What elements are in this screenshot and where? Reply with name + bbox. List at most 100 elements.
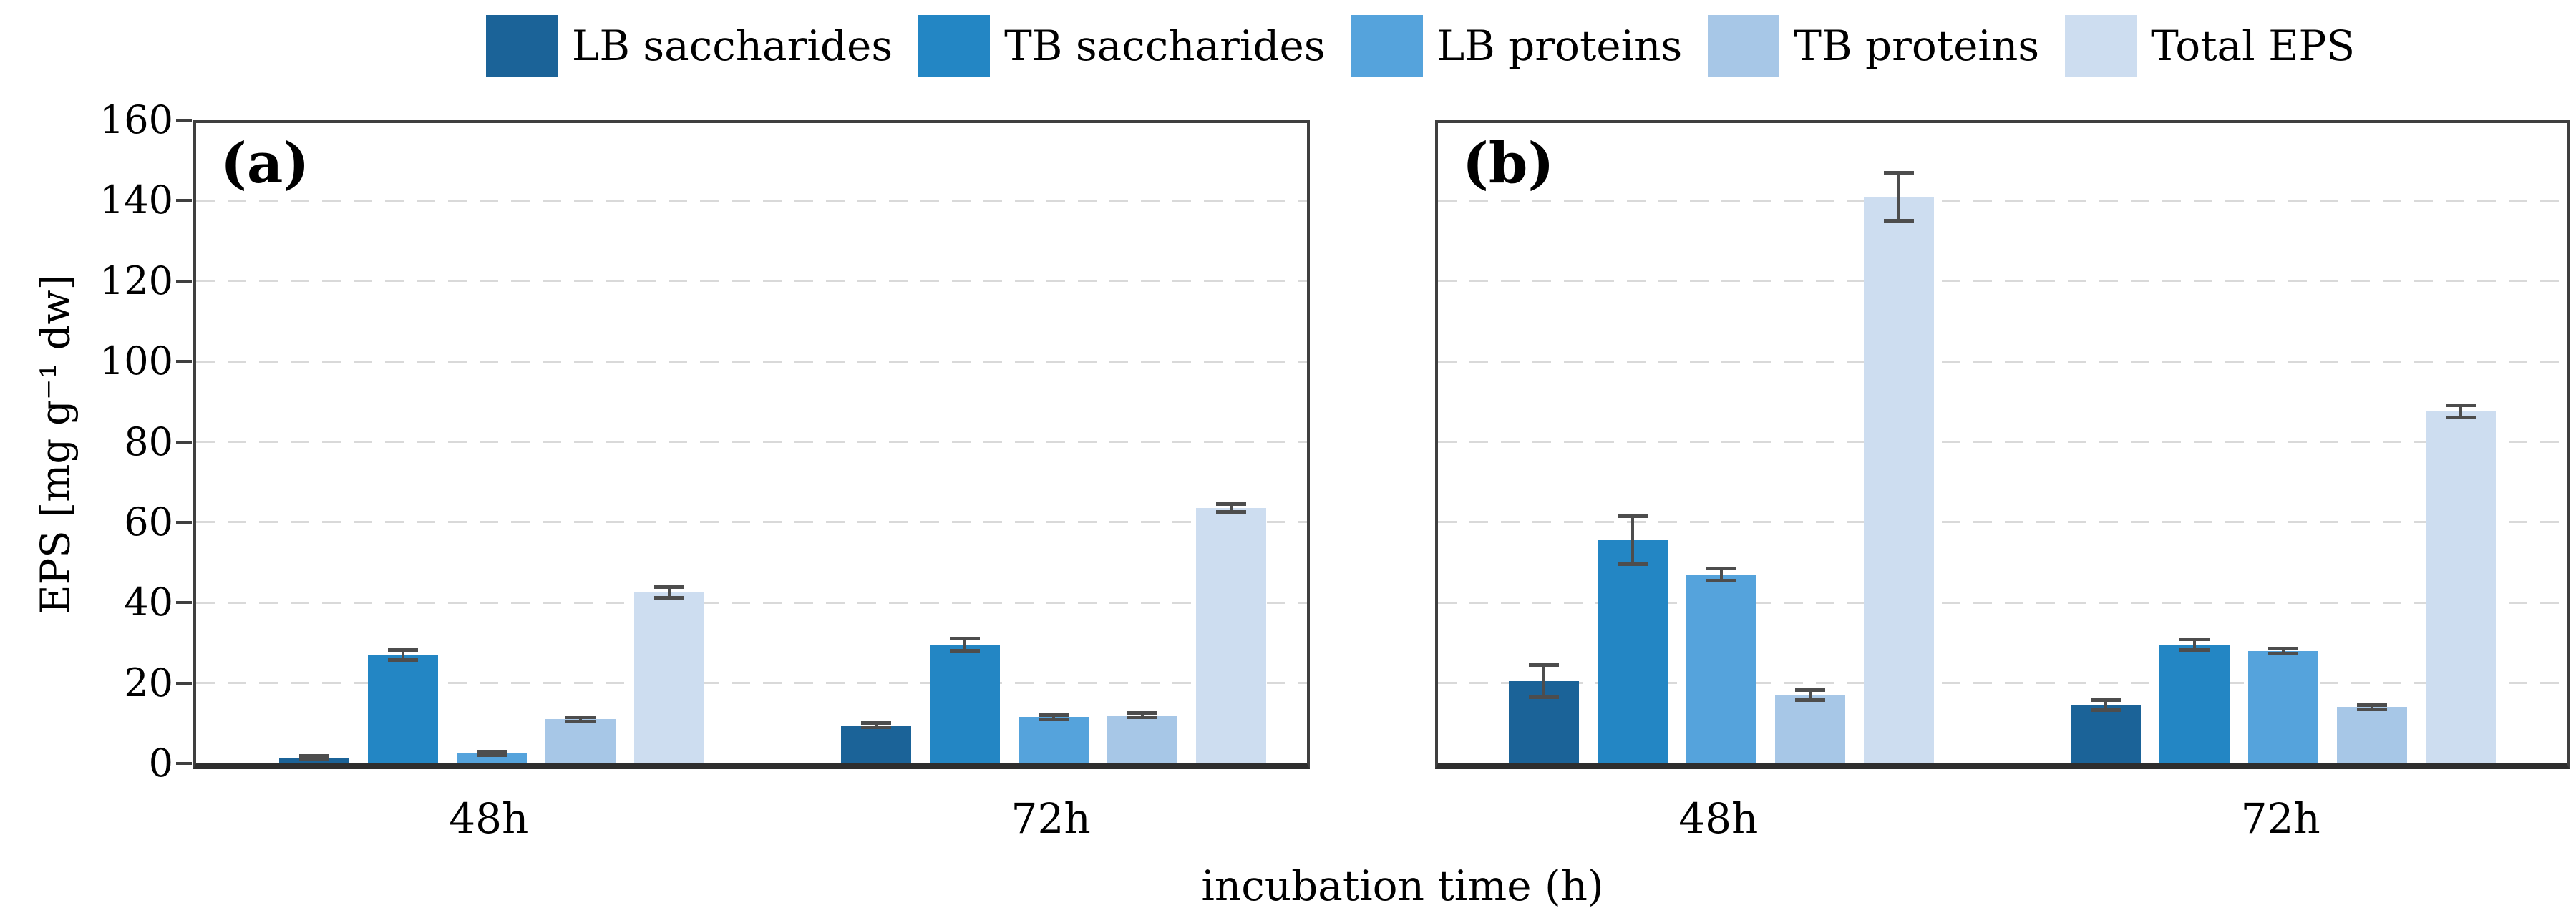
error-bar-cap [298,753,329,758]
x-tick-label-72h: 72h [1011,794,1091,843]
error-bar-cap [2357,703,2388,708]
bar-lb-saccharides-72h [2071,698,2142,763]
bar-tb-saccharides-72h [930,637,1001,763]
error-bar [1230,504,1233,512]
error-bar [578,717,582,722]
error-bar [2282,648,2285,654]
error-bar [2459,405,2463,418]
gridline [1438,601,2567,604]
error-bar-cap [653,585,684,590]
error-bar-cap [1127,711,1158,716]
y-tick-label-80: 80 [124,419,173,464]
legend-item: Total EPS [2065,15,2355,77]
legend-item-label: TB proteins [1794,21,2040,70]
legend-item: TB saccharides [918,15,1326,77]
error-bar [2371,705,2374,710]
gridline [196,682,1307,685]
panel-b-label: (b) [1462,131,1555,196]
panel-a-label: (a) [220,131,310,196]
error-bar-cap [1706,567,1736,570]
bar-group-72h [2071,404,2497,763]
legend-item: LB saccharides [485,15,893,77]
error-bar-cap [1794,688,1825,693]
legend-swatch-icon [1708,15,1780,77]
gridline [1438,360,2567,363]
y-tick-mark [176,762,192,765]
gridline [196,280,1307,283]
error-bar [1141,713,1144,718]
legend-swatch-icon [1351,15,1423,77]
error-bar-cap [2268,646,2299,650]
error-bar-cap [476,753,507,758]
error-bar-cap [1216,502,1247,507]
legend-item-label: TB saccharides [1004,21,1326,70]
bar-total-eps-48h [633,585,704,763]
y-tick-label-140: 140 [99,177,173,223]
gridline [196,199,1307,202]
error-bar [1052,715,1056,720]
error-bar-cap [2357,707,2388,711]
error-bar [1542,665,1545,698]
bar-tb-proteins-48h [1774,688,1845,763]
error-bar-cap [2179,638,2210,642]
gridline [1438,199,2567,202]
y-tick-mark [176,601,192,605]
y-tick-mark [176,199,192,202]
error-bar [963,638,967,651]
bar-lb-proteins-72h [1019,713,1089,763]
y-tick-label-20: 20 [124,660,173,705]
y-tick-mark [176,119,192,122]
legend-item: LB proteins [1351,15,1682,77]
error-bar-cap [2446,416,2477,420]
gridline [196,601,1307,604]
error-bar-cap [1794,698,1825,702]
gridline [196,360,1307,363]
error-bar [1808,690,1812,700]
error-bar-cap [1528,695,1559,699]
error-bar-cap [1528,663,1559,667]
bar-tb-saccharides-48h [367,648,438,763]
bar-tb-saccharides-48h [1597,514,1668,763]
bar-lb-proteins-48h [1686,567,1756,763]
error-bar [2193,639,2197,650]
error-bar-cap [298,757,329,761]
legend-swatch-icon [918,15,991,77]
chart-legend: LB saccharides TB saccharides LB proteins T… [265,11,2576,80]
bar-total-eps-72h [2426,404,2497,763]
x-axis-title: incubation time (h) [1201,861,1604,910]
error-bar [2104,700,2108,710]
error-bar [1897,172,1900,221]
error-bar-cap [1706,578,1736,582]
bar-tb-proteins-48h [545,715,616,763]
y-tick-label-40: 40 [124,580,173,625]
error-bar-cap [565,719,596,723]
x-tick-label-48h: 48h [449,794,529,843]
error-bar-cap [653,596,684,600]
bar-lb-proteins-48h [456,749,527,763]
error-bar-cap [2268,651,2299,655]
gridline [1438,441,2567,443]
x-tick-label-72h: 72h [2240,794,2320,843]
y-tick-mark [176,360,192,363]
bar-total-eps-48h [1863,170,1934,763]
error-bar-cap [2091,698,2121,703]
error-bar-cap [2446,404,2477,408]
error-bar-cap [950,637,981,641]
bar-total-eps-72h [1196,502,1267,763]
legend-swatch-icon [485,15,558,77]
legend-item: TB proteins [1708,15,2039,77]
gridline [1438,521,2567,524]
error-bar-cap [1617,514,1648,518]
bar-group-48h [1508,170,1934,763]
error-bar-cap [2091,708,2121,712]
panel-a-plot: (a) [193,120,1310,769]
error-bar-cap [861,726,892,730]
error-bar-cap [1883,170,1914,175]
bar-tb-saccharides-72h [2159,638,2230,763]
y-tick-label-60: 60 [124,499,173,544]
gridline [196,521,1307,524]
error-bar-cap [861,721,892,725]
error-bar-cap [387,648,418,653]
y-tick-mark [176,440,192,444]
error-bar-cap [1127,715,1158,719]
